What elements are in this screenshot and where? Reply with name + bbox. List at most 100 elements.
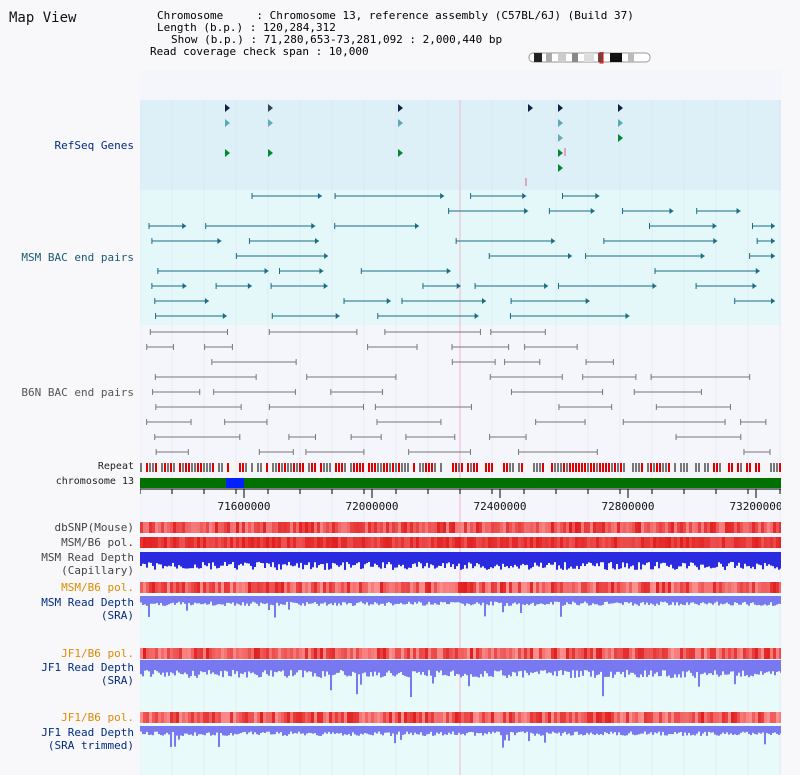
dbsnp-heat-cell: [320, 522, 323, 533]
dbsnp-heat-cell: [497, 522, 500, 533]
jf1-b6-pol-heat-cell: [311, 648, 314, 659]
refseq-gene-marker[interactable]: [268, 149, 273, 157]
jf1-b6-pol-trim-heat-cell: [443, 712, 446, 723]
jf1-depth-sra-bar: [354, 660, 356, 673]
refseq-gene-marker[interactable]: [618, 119, 623, 127]
repeat-block: [665, 463, 667, 472]
jf1-depth-sra-bar: [660, 660, 662, 676]
refseq-gene-marker[interactable]: [225, 104, 230, 112]
msm-depth-capillary-bar: [614, 552, 616, 570]
msm-depth-capillary-bar: [366, 552, 368, 564]
msm-b6-pol-heat-cell: [212, 537, 215, 548]
dbsnp-heat-cell: [158, 522, 161, 533]
dbsnp-heat-cell: [341, 522, 344, 533]
jf1-depth-sra-bar: [272, 660, 274, 677]
msm-b6-pol-sra-heat-cell: [530, 582, 533, 593]
msm-depth-capillary-bar: [692, 552, 694, 564]
jf1-depth-sra-bar: [384, 660, 386, 677]
msm-depth-capillary-bar: [468, 552, 470, 563]
refseq-gene-marker[interactable]: [528, 104, 533, 112]
msm-b6-pol-heat-cell: [650, 537, 653, 548]
dbsnp-heat-cell: [191, 522, 194, 533]
msm-b6-pol-heat-cell: [146, 537, 149, 548]
jf1-depth-trim-bar: [220, 726, 222, 734]
msm-depth-sra-bar: [558, 596, 560, 603]
chromosome-viewport-marker[interactable]: [226, 478, 244, 488]
refseq-gene-marker[interactable]: [398, 149, 403, 157]
msm-b6-pol-sra-heat-cell: [470, 582, 473, 593]
jf1-depth-sra-bar: [448, 660, 450, 677]
msm-depth-capillary-bar: [146, 552, 148, 568]
repeat-block: [590, 463, 592, 472]
msm-b6-pol-heat-cell: [200, 537, 203, 548]
refseq-gene-marker[interactable]: [398, 104, 403, 112]
msm-depth-sra-bar: [516, 596, 518, 605]
refseq-gene-marker[interactable]: [398, 119, 403, 127]
msm-depth-sra-bar: [494, 596, 496, 602]
jf1-depth-trim-bar: [600, 726, 602, 735]
msm-depth-capillary-bar: [338, 552, 340, 567]
chromosome-bar[interactable]: [140, 478, 781, 488]
msm-depth-capillary-bar: [298, 552, 300, 568]
msm-depth-capillary-bar: [228, 552, 230, 565]
jf1-depth-sra-bar: [224, 660, 226, 671]
dbsnp-heat-cell: [167, 522, 170, 533]
msm-b6-pol-heat-cell: [683, 537, 686, 548]
dbsnp-heat-cell: [242, 522, 245, 533]
dbsnp-heat-cell: [767, 522, 770, 533]
jf1-b6-pol-heat-cell: [146, 648, 149, 659]
msm-depth-sra-bar: [148, 596, 150, 617]
length-key: Length (b.p.): [157, 21, 244, 34]
refseq-gene-marker[interactable]: [618, 104, 623, 112]
msm-b6-pol-heat-cell: [599, 537, 602, 548]
msm-depth-sra-bar: [140, 596, 142, 603]
msm-b6-pol-heat-cell: [773, 537, 776, 548]
msm-depth-sra-bar: [500, 596, 502, 603]
jf1-b6-pol-heat-cell: [161, 648, 164, 659]
dbsnp-heat-cell: [404, 522, 407, 533]
genome-track-canvas[interactable]: 71600000 72000000 72400000 72800000 73200000: [140, 70, 781, 775]
msm-depth-sra-bar: [230, 596, 232, 604]
msm-b6-pol-sra-heat-cell: [296, 582, 299, 593]
msm-b6-pol-heat-cell: [551, 537, 554, 548]
refseq-gene-marker[interactable]: [558, 104, 563, 112]
msm-depth-capillary-bar: [532, 552, 534, 567]
refseq-gene-marker[interactable]: [618, 134, 623, 142]
repeat-block: [434, 463, 436, 472]
jf1-depth-trim-bar: [376, 726, 378, 734]
refseq-gene-marker[interactable]: [225, 119, 230, 127]
msm-depth-sra-bar: [264, 596, 266, 604]
jf1-depth-trim-bar: [720, 726, 722, 735]
msm-depth-capillary-bar: [362, 552, 364, 569]
msm-depth-sra-bar: [288, 596, 290, 610]
msm-b6-pol-heat-cell: [737, 537, 740, 548]
refseq-gene-marker[interactable]: [268, 104, 273, 112]
refseq-gene-marker[interactable]: [558, 149, 563, 157]
msm-b6-pol-heat-cell: [410, 537, 413, 548]
refseq-gene-marker[interactable]: [558, 134, 563, 142]
jf1-depth-sra-bar: [260, 660, 262, 677]
jf1-depth-trim-bar: [396, 726, 398, 735]
refseq-gene-marker[interactable]: [558, 119, 563, 127]
msm-b6-pol-sra-heat-cell: [437, 582, 440, 593]
jf1-depth-trim-bar: [648, 726, 650, 734]
refseq-gene-marker[interactable]: [225, 149, 230, 157]
dbsnp-heat-cell: [533, 522, 536, 533]
msm-depth-sra-bar: [682, 596, 684, 605]
jf1-b6-pol-heat-cell: [689, 648, 692, 659]
refseq-gene-marker[interactable]: [268, 119, 273, 127]
refseq-gene-marker[interactable]: [558, 164, 563, 172]
msm-depth-capillary-bar: [276, 552, 278, 570]
jf1-depth-sra-bar: [624, 660, 626, 678]
dbsnp-heat-cell: [488, 522, 491, 533]
repeat-block: [278, 463, 280, 472]
jf1-depth-trim-bar: [758, 726, 760, 733]
msm-b6-pol-sra-heat-cell: [383, 582, 386, 593]
msm-depth-capillary-bar: [262, 552, 264, 564]
msm-depth-sra-bar: [768, 596, 770, 605]
chromosome-ideogram[interactable]: [528, 52, 652, 64]
repeat-block: [518, 463, 520, 472]
msm-b6-pol-heat-cell: [218, 537, 221, 548]
msm-depth-capillary-bar: [570, 552, 572, 567]
msm-b6-pol-sra-heat-cell: [722, 582, 725, 593]
